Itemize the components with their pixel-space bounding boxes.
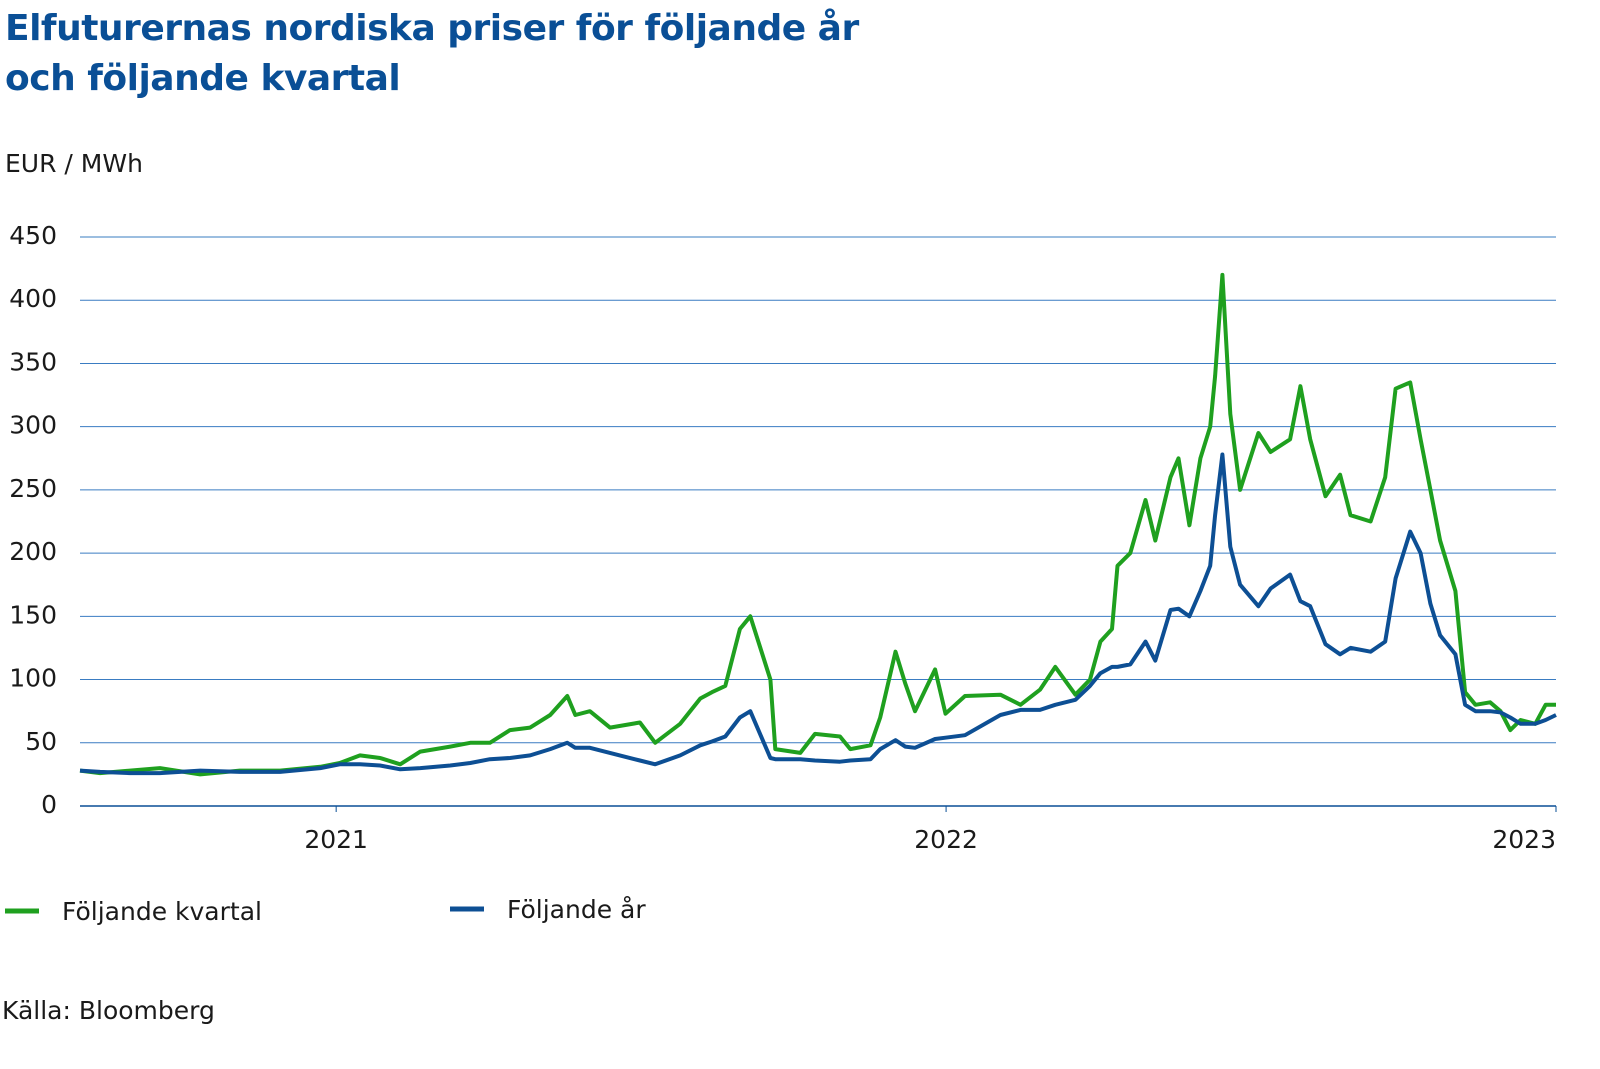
y-tick-label: 350 [9,347,57,376]
y-tick-label: 300 [9,411,57,440]
legend-label: Följande kvartal [62,897,262,926]
y-tick-label: 200 [9,537,57,566]
y-tick-label: 0 [41,790,57,819]
legend-label: Följande år [507,895,646,924]
y-axis-label: EUR / MWh [5,149,143,178]
chart-title: Elfuturernas nordiska priser för följand… [5,8,859,99]
y-tick-label: 450 [9,221,57,250]
x-tick-label: 2022 [914,825,978,854]
y-tick-label: 50 [25,727,57,756]
series-line [79,452,1557,776]
source: Källa: Bloomberg [2,996,215,1025]
y-tick-label: 250 [9,474,57,503]
y-tick-label: 400 [9,284,57,313]
y-tick-label: 150 [9,600,57,629]
x-tick-label: 2021 [304,825,368,854]
x-tick-label: 2023 [1492,825,1556,854]
series-line [79,272,1556,777]
y-tick-label: 100 [9,664,57,693]
